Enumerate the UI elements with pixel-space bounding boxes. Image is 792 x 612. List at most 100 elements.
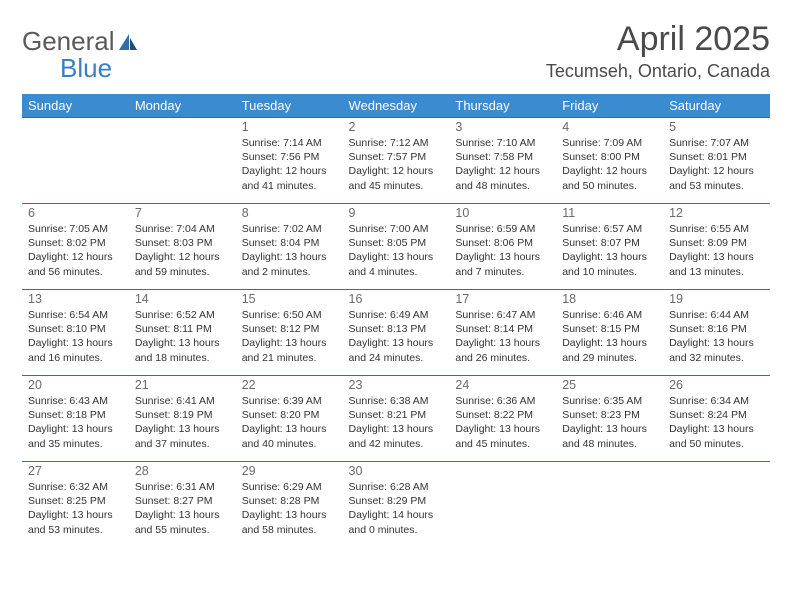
- day-details: Sunrise: 6:38 AMSunset: 8:21 PMDaylight:…: [349, 394, 444, 451]
- day-number: 5: [669, 120, 764, 134]
- day-details: Sunrise: 6:28 AMSunset: 8:29 PMDaylight:…: [349, 480, 444, 537]
- day-number: 26: [669, 378, 764, 392]
- day-number: 7: [135, 206, 230, 220]
- day-number: 9: [349, 206, 444, 220]
- day-number: 30: [349, 464, 444, 478]
- calendar-day-cell: 8 Sunrise: 7:02 AMSunset: 8:04 PMDaylight…: [236, 204, 343, 290]
- day-number: 27: [28, 464, 123, 478]
- day-number: 17: [455, 292, 550, 306]
- day-details: Sunrise: 6:54 AMSunset: 8:10 PMDaylight:…: [28, 308, 123, 365]
- day-details: Sunrise: 7:00 AMSunset: 8:05 PMDaylight:…: [349, 222, 444, 279]
- day-header-row: SundayMondayTuesdayWednesdayThursdayFrid…: [22, 94, 770, 118]
- day-number: 3: [455, 120, 550, 134]
- day-number: 10: [455, 206, 550, 220]
- calendar-day-cell: 25 Sunrise: 6:35 AMSunset: 8:23 PMDayligh…: [556, 376, 663, 462]
- calendar-day-cell: 15 Sunrise: 6:50 AMSunset: 8:12 PMDayligh…: [236, 290, 343, 376]
- day-details: Sunrise: 6:35 AMSunset: 8:23 PMDaylight:…: [562, 394, 657, 451]
- calendar-day-cell: 4 Sunrise: 7:09 AMSunset: 8:00 PMDaylight…: [556, 118, 663, 204]
- calendar-day-cell: 6 Sunrise: 7:05 AMSunset: 8:02 PMDaylight…: [22, 204, 129, 290]
- calendar-day-cell: 26 Sunrise: 6:34 AMSunset: 8:24 PMDayligh…: [663, 376, 770, 462]
- calendar-empty-cell: [129, 118, 236, 204]
- title-block: April 2025 Tecumseh, Ontario, Canada: [546, 20, 770, 82]
- calendar-day-cell: 9 Sunrise: 7:00 AMSunset: 8:05 PMDaylight…: [343, 204, 450, 290]
- day-number: 12: [669, 206, 764, 220]
- location: Tecumseh, Ontario, Canada: [546, 61, 770, 82]
- day-number: 6: [28, 206, 123, 220]
- day-details: Sunrise: 6:36 AMSunset: 8:22 PMDaylight:…: [455, 394, 550, 451]
- calendar-day-cell: 2 Sunrise: 7:12 AMSunset: 7:57 PMDaylight…: [343, 118, 450, 204]
- day-number: 21: [135, 378, 230, 392]
- calendar-empty-cell: [449, 462, 556, 548]
- day-details: Sunrise: 6:57 AMSunset: 8:07 PMDaylight:…: [562, 222, 657, 279]
- day-details: Sunrise: 6:47 AMSunset: 8:14 PMDaylight:…: [455, 308, 550, 365]
- calendar-table: SundayMondayTuesdayWednesdayThursdayFrid…: [22, 94, 770, 548]
- day-number: 14: [135, 292, 230, 306]
- day-number: 1: [242, 120, 337, 134]
- calendar-week-row: 1 Sunrise: 7:14 AMSunset: 7:56 PMDaylight…: [22, 118, 770, 204]
- day-details: Sunrise: 6:46 AMSunset: 8:15 PMDaylight:…: [562, 308, 657, 365]
- day-details: Sunrise: 6:55 AMSunset: 8:09 PMDaylight:…: [669, 222, 764, 279]
- calendar-day-cell: 17 Sunrise: 6:47 AMSunset: 8:14 PMDayligh…: [449, 290, 556, 376]
- day-details: Sunrise: 6:32 AMSunset: 8:25 PMDaylight:…: [28, 480, 123, 537]
- logo: GeneralBlue: [22, 26, 139, 84]
- day-header: Tuesday: [236, 94, 343, 118]
- day-details: Sunrise: 6:41 AMSunset: 8:19 PMDaylight:…: [135, 394, 230, 451]
- day-details: Sunrise: 6:43 AMSunset: 8:18 PMDaylight:…: [28, 394, 123, 451]
- day-details: Sunrise: 7:12 AMSunset: 7:57 PMDaylight:…: [349, 136, 444, 193]
- calendar-empty-cell: [556, 462, 663, 548]
- day-details: Sunrise: 7:10 AMSunset: 7:58 PMDaylight:…: [455, 136, 550, 193]
- day-number: 18: [562, 292, 657, 306]
- calendar-day-cell: 27 Sunrise: 6:32 AMSunset: 8:25 PMDayligh…: [22, 462, 129, 548]
- day-number: 25: [562, 378, 657, 392]
- day-number: 20: [28, 378, 123, 392]
- day-number: 24: [455, 378, 550, 392]
- day-details: Sunrise: 7:05 AMSunset: 8:02 PMDaylight:…: [28, 222, 123, 279]
- calendar-day-cell: 3 Sunrise: 7:10 AMSunset: 7:58 PMDaylight…: [449, 118, 556, 204]
- calendar-empty-cell: [663, 462, 770, 548]
- day-header: Wednesday: [343, 94, 450, 118]
- calendar-day-cell: 24 Sunrise: 6:36 AMSunset: 8:22 PMDayligh…: [449, 376, 556, 462]
- day-number: 2: [349, 120, 444, 134]
- day-number: 29: [242, 464, 337, 478]
- day-number: 22: [242, 378, 337, 392]
- day-number: 4: [562, 120, 657, 134]
- calendar-day-cell: 16Sunrise: 6:49 AMSunset: 8:13 PMDayligh…: [343, 290, 450, 376]
- day-number: 16: [349, 292, 444, 306]
- day-details: Sunrise: 7:14 AMSunset: 7:56 PMDaylight:…: [242, 136, 337, 193]
- day-details: Sunrise: 6:44 AMSunset: 8:16 PMDaylight:…: [669, 308, 764, 365]
- calendar-day-cell: 14Sunrise: 6:52 AMSunset: 8:11 PMDayligh…: [129, 290, 236, 376]
- day-details: Sunrise: 6:34 AMSunset: 8:24 PMDaylight:…: [669, 394, 764, 451]
- calendar-day-cell: 18 Sunrise: 6:46 AMSunset: 8:15 PMDayligh…: [556, 290, 663, 376]
- day-header: Sunday: [22, 94, 129, 118]
- day-details: Sunrise: 6:29 AMSunset: 8:28 PMDaylight:…: [242, 480, 337, 537]
- day-details: Sunrise: 6:50 AMSunset: 8:12 PMDaylight:…: [242, 308, 337, 365]
- calendar-day-cell: 20 Sunrise: 6:43 AMSunset: 8:18 PMDayligh…: [22, 376, 129, 462]
- calendar-week-row: 20 Sunrise: 6:43 AMSunset: 8:18 PMDayligh…: [22, 376, 770, 462]
- day-number: 15: [242, 292, 337, 306]
- day-details: Sunrise: 7:09 AMSunset: 8:00 PMDaylight:…: [562, 136, 657, 193]
- calendar-day-cell: 7 Sunrise: 7:04 AMSunset: 8:03 PMDaylight…: [129, 204, 236, 290]
- calendar-day-cell: 13 Sunrise: 6:54 AMSunset: 8:10 PMDayligh…: [22, 290, 129, 376]
- header: GeneralBlue April 2025 Tecumseh, Ontario…: [22, 20, 770, 84]
- day-details: Sunrise: 7:07 AMSunset: 8:01 PMDaylight:…: [669, 136, 764, 193]
- calendar-day-cell: 28Sunrise: 6:31 AMSunset: 8:27 PMDayligh…: [129, 462, 236, 548]
- day-header: Thursday: [449, 94, 556, 118]
- day-details: Sunrise: 6:39 AMSunset: 8:20 PMDaylight:…: [242, 394, 337, 451]
- day-details: Sunrise: 7:02 AMSunset: 8:04 PMDaylight:…: [242, 222, 337, 279]
- calendar-day-cell: 23 Sunrise: 6:38 AMSunset: 8:21 PMDayligh…: [343, 376, 450, 462]
- day-header: Saturday: [663, 94, 770, 118]
- day-number: 8: [242, 206, 337, 220]
- sail-icon: [117, 28, 139, 59]
- calendar-week-row: 13 Sunrise: 6:54 AMSunset: 8:10 PMDayligh…: [22, 290, 770, 376]
- month-title: April 2025: [546, 20, 770, 59]
- calendar-day-cell: 30 Sunrise: 6:28 AMSunset: 8:29 PMDayligh…: [343, 462, 450, 548]
- day-number: 23: [349, 378, 444, 392]
- day-details: Sunrise: 7:04 AMSunset: 8:03 PMDaylight:…: [135, 222, 230, 279]
- day-number: 13: [28, 292, 123, 306]
- day-details: Sunrise: 6:59 AMSunset: 8:06 PMDaylight:…: [455, 222, 550, 279]
- calendar-day-cell: 5 Sunrise: 7:07 AMSunset: 8:01 PMDaylight…: [663, 118, 770, 204]
- day-header: Monday: [129, 94, 236, 118]
- calendar-day-cell: 10 Sunrise: 6:59 AMSunset: 8:06 PMDayligh…: [449, 204, 556, 290]
- calendar-day-cell: 22 Sunrise: 6:39 AMSunset: 8:20 PMDayligh…: [236, 376, 343, 462]
- day-number: 28: [135, 464, 230, 478]
